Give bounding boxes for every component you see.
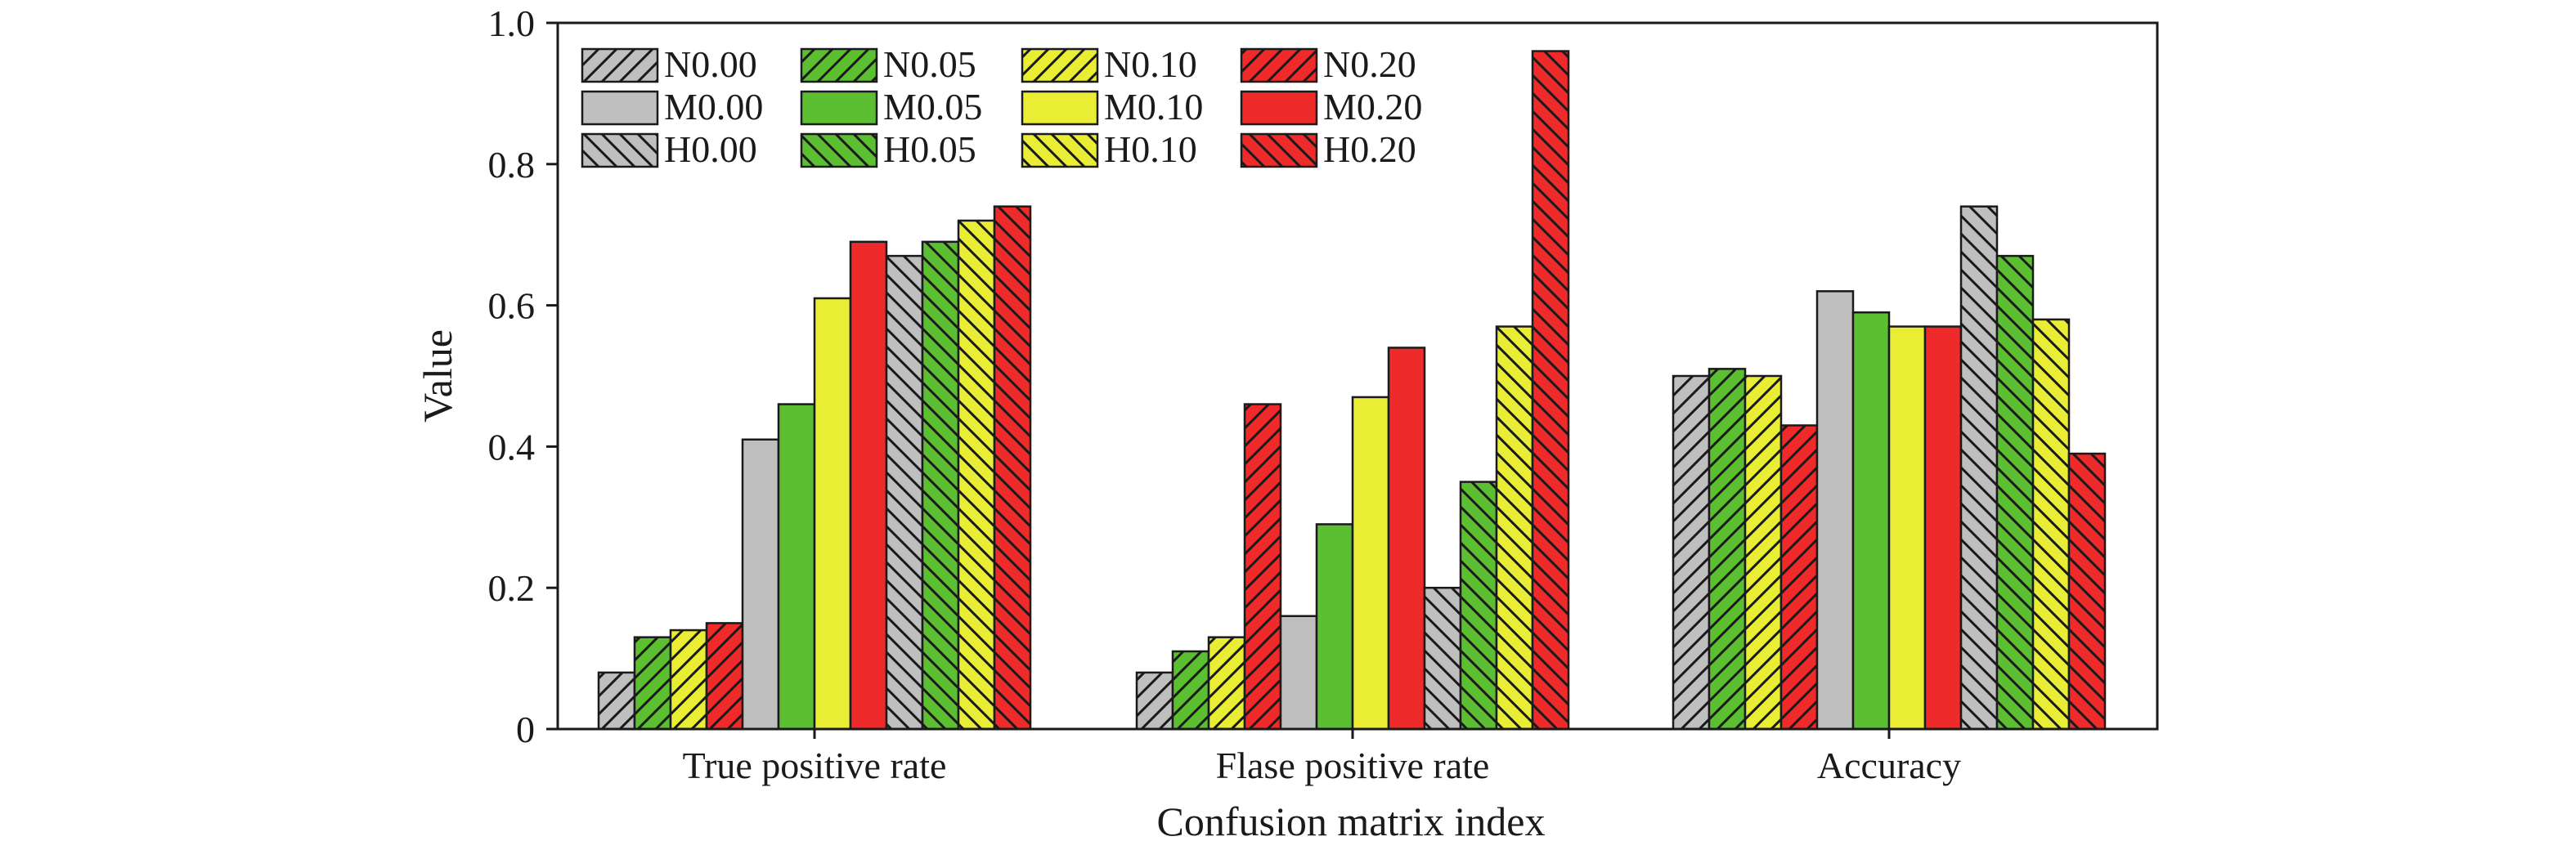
y-tick-label: 0 <box>516 709 535 750</box>
legend-swatch-n0-05 <box>800 47 878 83</box>
bar-n0-05-cat-2 <box>1708 368 1747 731</box>
bar-n0-05-cat-1 <box>1171 650 1210 731</box>
legend-swatch-m0-20 <box>1240 90 1318 126</box>
bar-n0-20-cat-0 <box>705 622 744 731</box>
legend-swatch-m0-10 <box>1021 90 1099 126</box>
bar-m0-05-cat-1 <box>1315 523 1354 731</box>
bar-n0-00-cat-2 <box>1672 374 1711 731</box>
bar-m0-05-cat-2 <box>1851 311 1891 731</box>
y-tick-label: 0.4 <box>488 426 536 468</box>
bar-m0-20-cat-1 <box>1387 347 1426 731</box>
y-tick-label: 0.2 <box>488 567 536 609</box>
bar-n0-05-cat-0 <box>633 636 672 731</box>
x-category-label: Accuracy <box>1817 745 1961 786</box>
bar-m0-10-cat-1 <box>1351 396 1390 731</box>
legend-swatch-n0-10 <box>1021 47 1099 83</box>
bar-n0-10-cat-0 <box>669 629 708 731</box>
legend-swatch-h0-05 <box>800 132 878 168</box>
bar-h0-00-cat-2 <box>1959 205 1999 731</box>
legend-swatch-h0-10 <box>1021 132 1099 168</box>
bar-n0-00-cat-1 <box>1135 671 1174 731</box>
legend-label: N0.10 <box>1104 43 1197 85</box>
legend-label: N0.05 <box>883 43 976 85</box>
x-category-label: Flase positive rate <box>1216 745 1490 786</box>
bar-h0-20-cat-0 <box>993 205 1032 731</box>
bar-m0-00-cat-0 <box>741 438 780 731</box>
bar-h0-10-cat-0 <box>957 219 996 731</box>
legend-label: M0.20 <box>1323 86 1422 128</box>
bar-n0-20-cat-2 <box>1779 424 1819 731</box>
bar-h0-00-cat-0 <box>885 254 924 731</box>
x-axis: True positive rate Flase positive rate Acc… <box>683 729 1961 786</box>
legend-swatch-n0-20 <box>1240 47 1318 83</box>
legend-label: M0.00 <box>664 86 763 128</box>
bar-m0-05-cat-0 <box>777 403 816 731</box>
legend-label: H0.05 <box>883 128 976 170</box>
y-axis-title: Value <box>415 329 460 423</box>
bar-h0-10-cat-1 <box>1495 325 1534 731</box>
legend-swatch-h0-20 <box>1240 132 1318 168</box>
legend: N0.00 N0.05 N0.10 N0.20 M0.00 M0.05 M0.10 M0.20… <box>581 43 1422 170</box>
legend-label: H0.10 <box>1104 128 1197 170</box>
y-axis: 0 0.2 0.4 0.6 0.8 1.0 <box>488 2 558 750</box>
y-tick-label: 0.6 <box>488 285 536 327</box>
bar-n0-10-cat-2 <box>1744 374 1783 731</box>
plot-frame <box>556 21 2159 731</box>
legend-label: N0.00 <box>664 43 757 85</box>
bar-m0-00-cat-1 <box>1279 615 1318 731</box>
bar-h0-05-cat-2 <box>1995 254 2035 731</box>
bars-layer <box>597 50 2107 731</box>
bar-m0-10-cat-0 <box>813 297 852 731</box>
legend-swatch-m0-00 <box>581 90 659 126</box>
bar-n0-10-cat-1 <box>1207 636 1246 731</box>
bar-h0-05-cat-1 <box>1459 481 1498 731</box>
legend-label: H0.20 <box>1323 128 1416 170</box>
bar-h0-10-cat-2 <box>2031 318 2071 731</box>
bar-m0-20-cat-0 <box>849 240 888 731</box>
bar-m0-00-cat-2 <box>1815 290 1855 731</box>
legend-swatch-n0-00 <box>581 47 659 83</box>
legend-label: M0.10 <box>1104 86 1203 128</box>
bar-m0-10-cat-2 <box>1887 325 1927 731</box>
legend-label: H0.00 <box>664 128 757 170</box>
bar-n0-20-cat-1 <box>1243 403 1282 731</box>
x-category-label: True positive rate <box>683 745 947 786</box>
y-tick-label: 0.8 <box>488 144 536 186</box>
legend-swatch-h0-00 <box>581 132 659 168</box>
bar-n0-00-cat-0 <box>597 671 636 731</box>
legend-label: N0.20 <box>1323 43 1416 85</box>
y-tick-label: 1.0 <box>488 2 536 44</box>
bar-h0-00-cat-1 <box>1423 586 1462 731</box>
bar-m0-20-cat-2 <box>1923 325 1963 731</box>
legend-label: M0.05 <box>883 86 982 128</box>
bar-h0-05-cat-0 <box>921 240 960 731</box>
x-axis-title: Confusion matrix index <box>1157 799 1546 844</box>
bar-h0-20-cat-2 <box>2067 452 2107 731</box>
bar-h0-20-cat-1 <box>1531 50 1570 731</box>
legend-swatch-m0-05 <box>800 90 878 126</box>
